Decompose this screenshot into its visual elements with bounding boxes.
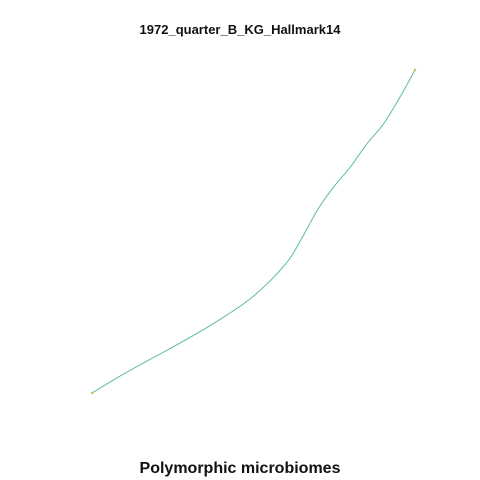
x-axis-label: Polymorphic microbiomes bbox=[139, 460, 341, 477]
series-end-point bbox=[413, 68, 417, 72]
series-start-point bbox=[90, 391, 94, 395]
series-line-0 bbox=[91, 69, 416, 394]
chart-title: 1972_quarter_B_KG_Hallmark14 bbox=[139, 22, 341, 37]
series-layer bbox=[90, 68, 417, 395]
